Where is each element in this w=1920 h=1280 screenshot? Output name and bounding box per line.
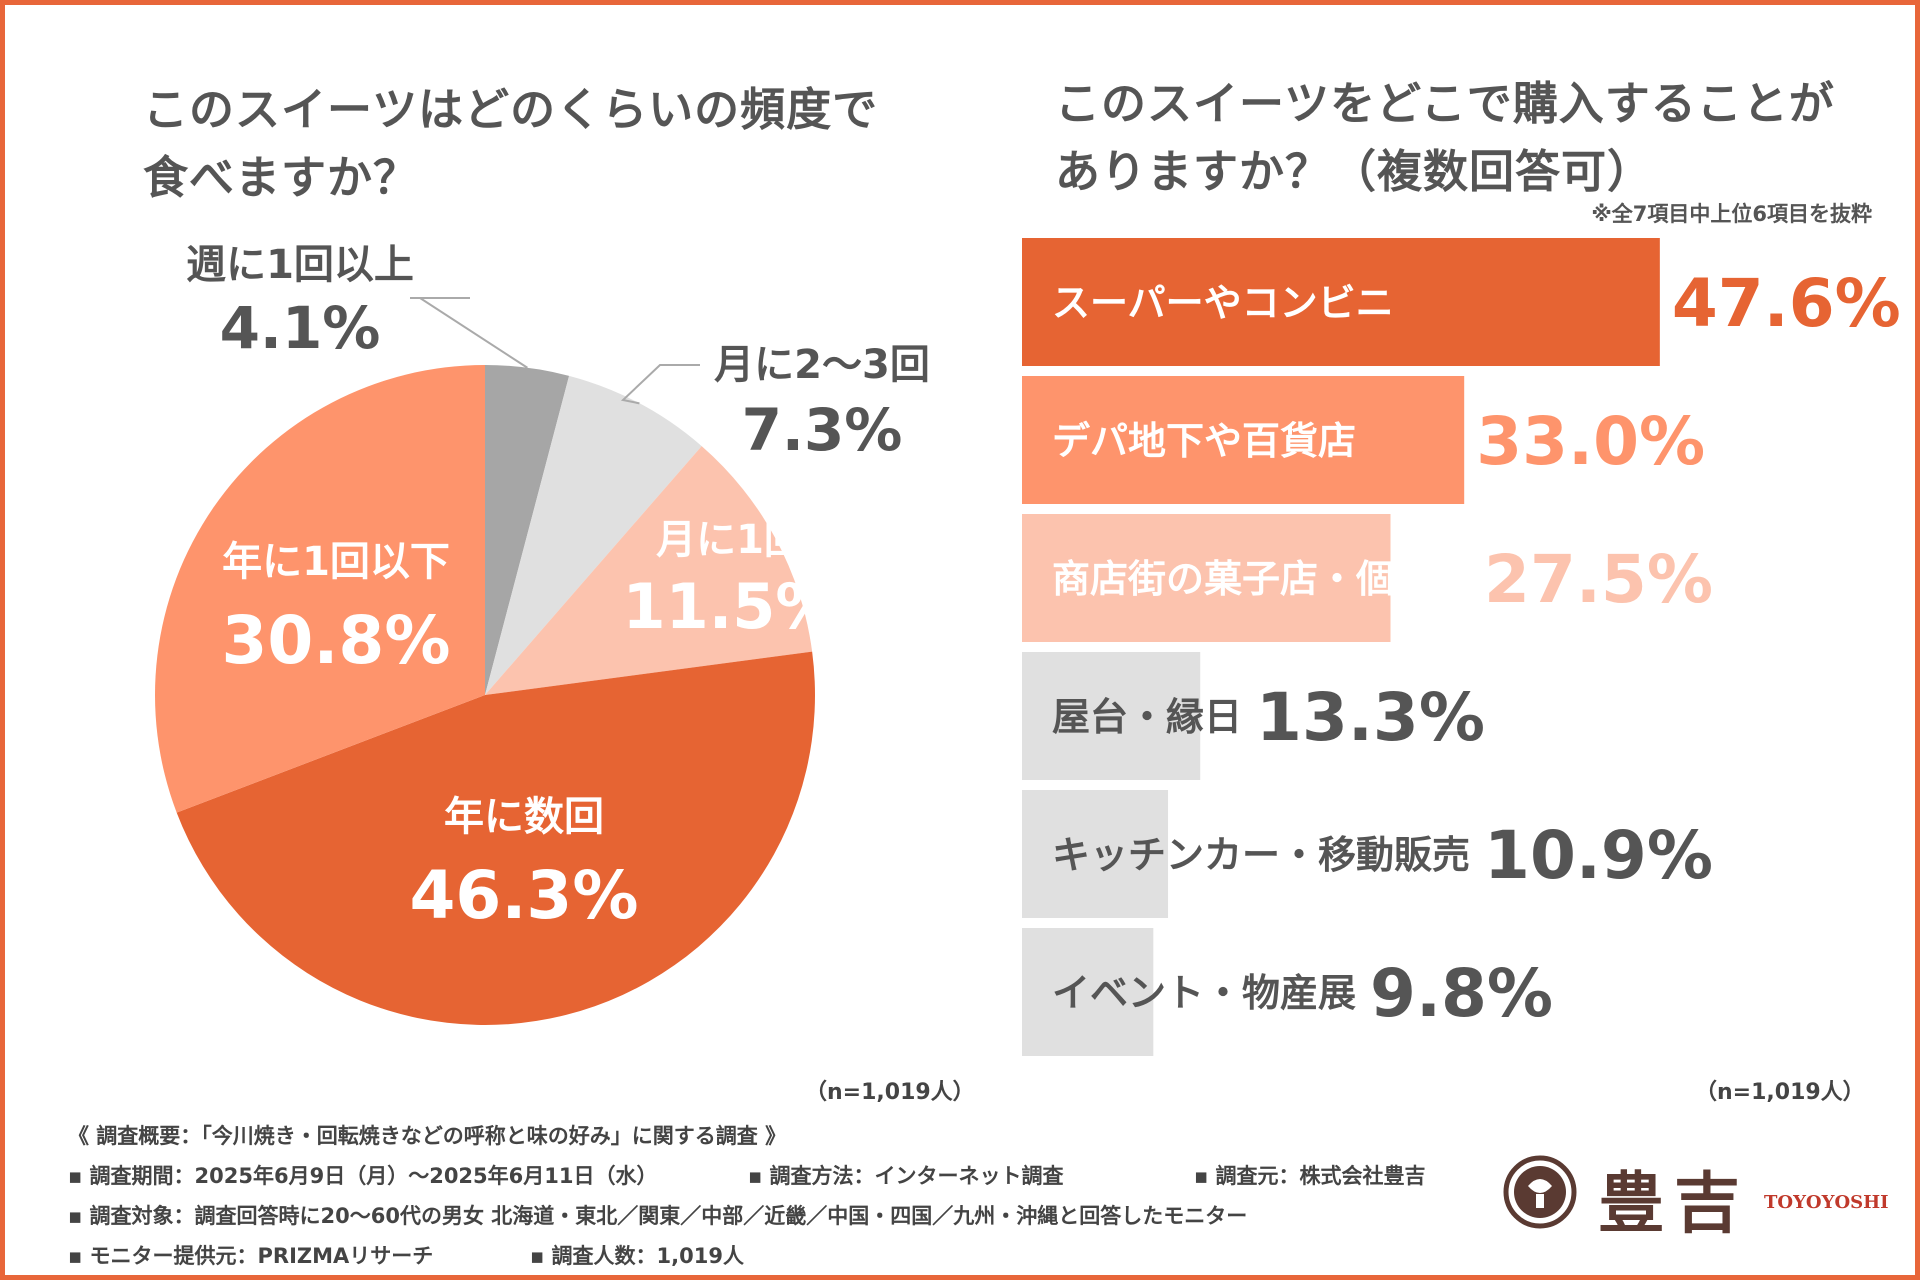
bar-label-6: イベント・物産展 [1052, 971, 1356, 1015]
pie-title-line1: このスイーツはどのくらいの頻度で [143, 83, 879, 136]
pie-slice-4 [176, 651, 815, 1025]
company-logo-sub: TOYOYOSHI [1764, 1192, 1889, 1213]
pie-value-3: 11.5% [622, 570, 837, 643]
bar-2 [1022, 376, 1465, 504]
bar-4 [1022, 652, 1201, 780]
bar-label-3: 商店街の菓子店・個人店 [1052, 557, 1470, 601]
pie-value-2: 7.3% [742, 396, 903, 464]
pie-value-1: 4.1% [220, 294, 381, 362]
pie-label-1: 週に1回以上 [186, 242, 414, 288]
pie-label-4: 年に数回 [444, 794, 604, 840]
bar-title-line1: このスイーツをどこで購入することが [1055, 77, 1835, 130]
pie-chart-title: このスイーツはどのくらいの頻度で 食べますか？ [143, 76, 903, 212]
bar-value-3: 27.5% [1484, 541, 1713, 618]
survey-organizer: ▪ 調査元：株式会社豊吉 [1194, 1164, 1426, 1188]
pie-leader-line-2 [620, 364, 700, 405]
pie-value-4: 46.3% [410, 857, 639, 934]
bar-value-4: 13.3% [1256, 679, 1485, 756]
bar-value-6: 9.8% [1370, 955, 1553, 1032]
pie-slice-3 [485, 446, 813, 695]
pie-label-5: 年に1回以下 [222, 539, 450, 585]
bar-value-2: 33.0% [1476, 403, 1705, 480]
bar-chart-title: このスイーツをどこで購入することが ありますか？（複数回答可） [1055, 70, 1895, 206]
bar-value-1: 47.6% [1672, 265, 1901, 342]
company-seal-logo [1503, 1155, 1577, 1229]
bar-1 [1022, 238, 1660, 366]
pie-leader-line-1 [410, 297, 528, 369]
bar-chart-note: ※全7項目中上位6項目を抜粋 [1591, 202, 1872, 226]
bar-3 [1022, 514, 1391, 642]
pie-label-2: 月に2〜3回 [714, 342, 930, 388]
survey-period: ▪ 調査期間：2025年6月9日（月）〜2025年6月11日（水） [68, 1164, 658, 1188]
pie-label-3: 月に1回 [656, 517, 804, 563]
survey-summary-heading: 《 調査概要：「今川焼き・回転焼きなどの呼称と味の好み」に関する調査 》 [68, 1124, 787, 1148]
pie-slice-1 [485, 365, 570, 695]
survey-count: ▪ 調査人数：1,019人 [530, 1244, 744, 1268]
survey-target: ▪ 調査対象：調査回答時に20〜60代の男女 北海道・東北／関東／中部／近畿／中… [68, 1204, 1248, 1228]
pie-slice-2 [485, 375, 702, 695]
bar-6 [1022, 928, 1154, 1056]
pie-value-5: 30.8% [222, 602, 451, 679]
bar-5 [1022, 790, 1169, 918]
bar-label-5: キッチンカー・移動販売 [1052, 833, 1470, 877]
bar-label-1: スーパーやコンビニ [1052, 281, 1394, 325]
pie-sample-size: （n=1,019人） [805, 1080, 975, 1105]
bar-title-line2: ありますか？（複数回答可） [1055, 145, 1654, 198]
bar-sample-size: （n=1,019人） [1695, 1080, 1865, 1105]
bar-label-2: デパ地下や百貨店 [1052, 419, 1356, 463]
bar-value-5: 10.9% [1484, 817, 1713, 894]
company-logo-text: 豊吉 [1598, 1164, 1750, 1242]
monitor-provider: ▪ モニター提供元：PRIZMAリサーチ [68, 1244, 434, 1268]
survey-method: ▪ 調査方法：インターネット調査 [748, 1164, 1064, 1188]
bar-label-4: 屋台・縁日 [1052, 695, 1242, 739]
pie-title-line2: 食べますか？ [143, 151, 420, 204]
pie-slice-5 [155, 365, 485, 813]
